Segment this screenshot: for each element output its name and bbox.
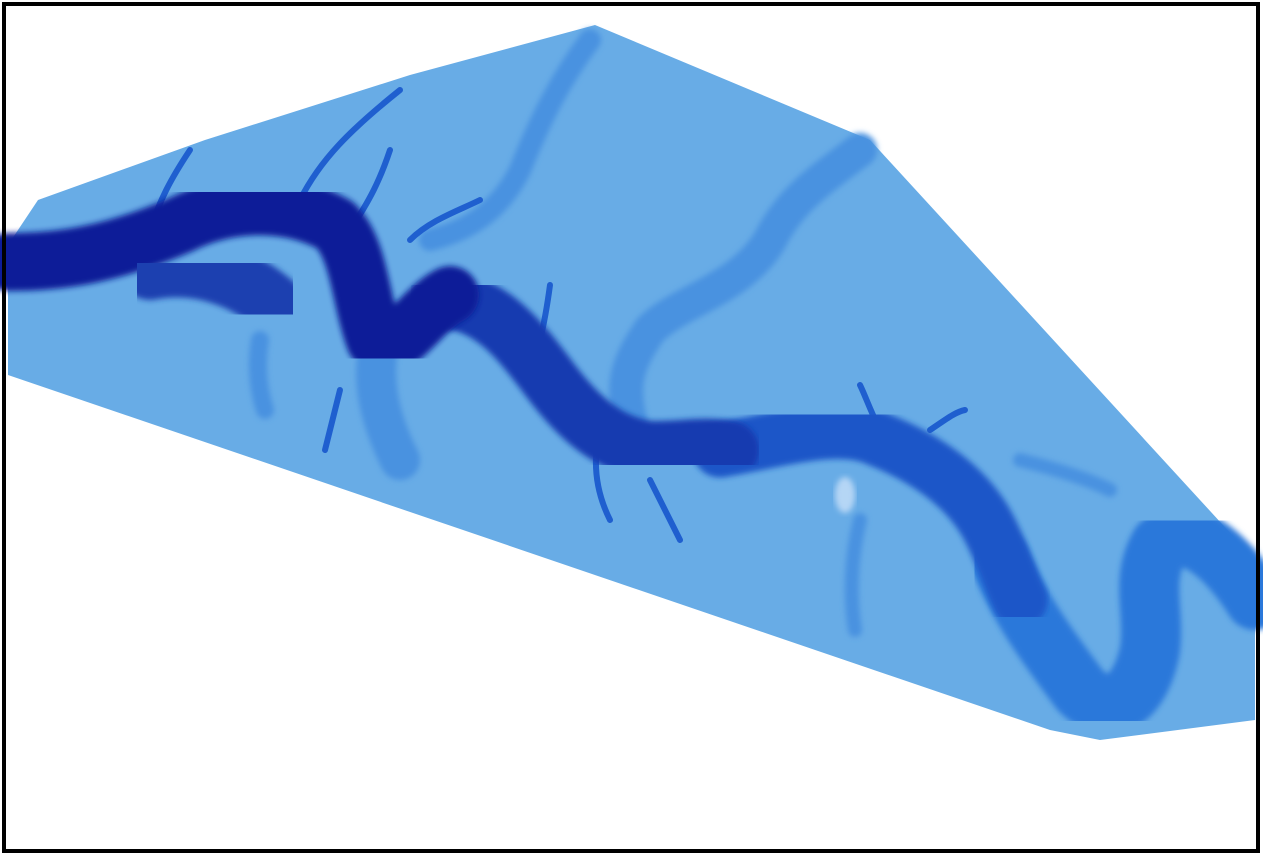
- island: [835, 477, 855, 513]
- river-channel: [0, 177, 1263, 734]
